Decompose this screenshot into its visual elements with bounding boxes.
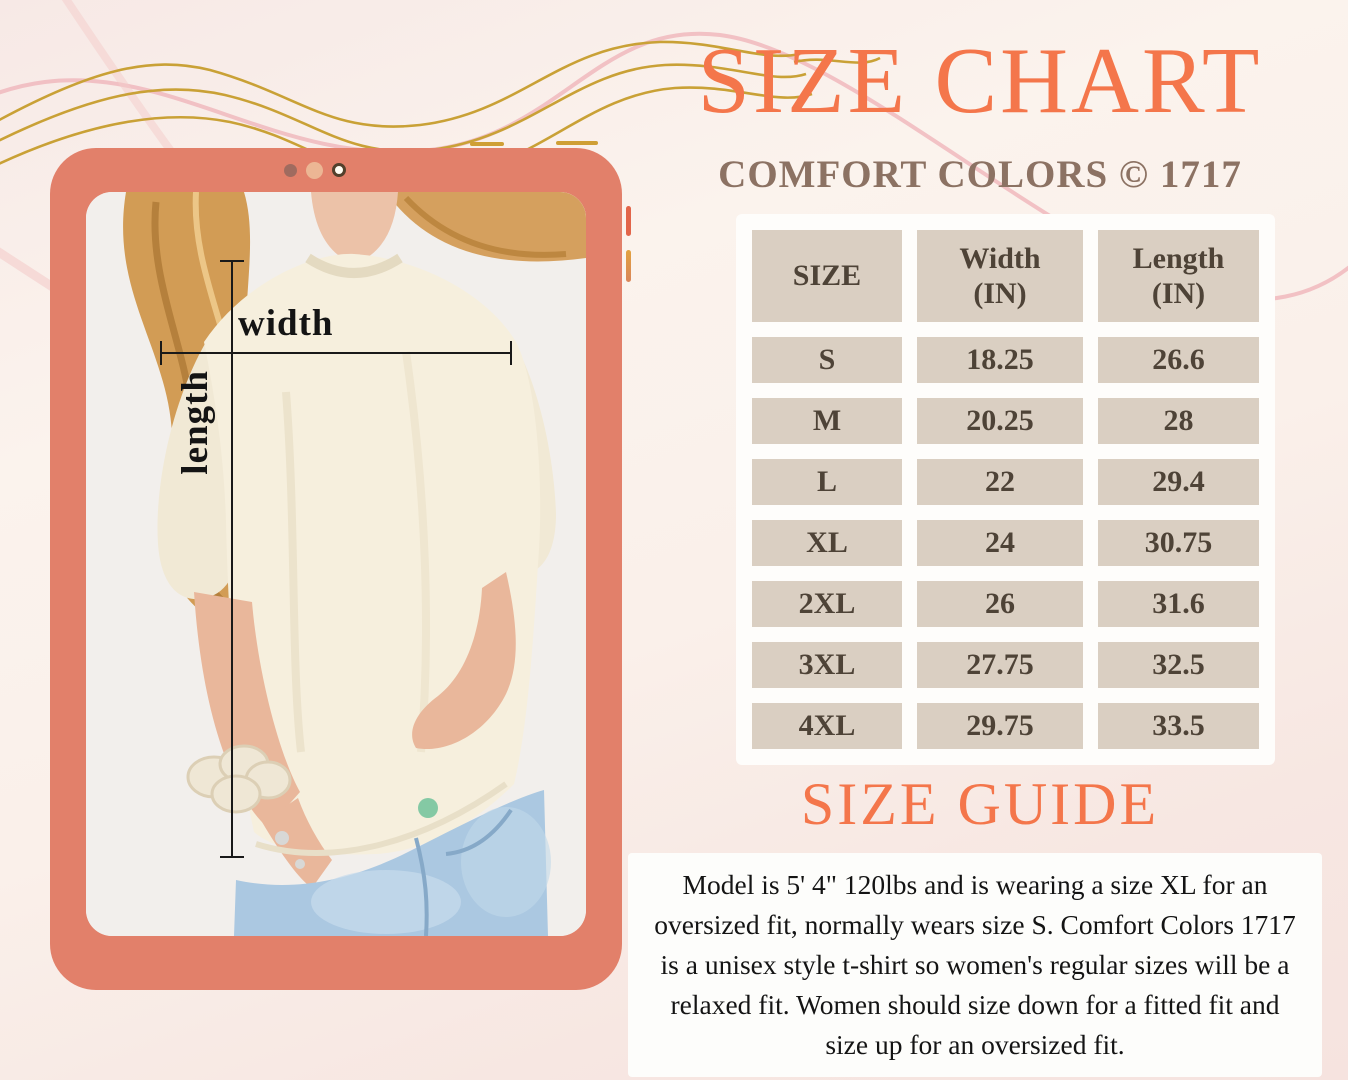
camera-dot-icon [332,163,346,177]
tablet-side-button [626,250,631,282]
header-subline: (IN) [973,277,1027,310]
length-cell: 30.75 [1098,520,1259,566]
length-cell: 32.5 [1098,642,1259,688]
gold-dash-accent [470,142,504,146]
length-cell: 29.4 [1098,459,1259,505]
gold-dash-accent [556,141,598,145]
model-photo: width length [86,192,586,936]
length-line-bottom-cap [220,856,244,858]
header-subline: (IN) [1151,277,1206,310]
length-cell: 26.6 [1098,337,1259,383]
model-illustration [86,192,586,936]
length-cell: 33.5 [1098,703,1259,749]
width-cell: 26 [917,581,1083,627]
length-label: length [175,370,216,475]
column-header-width: Width (IN) [917,230,1083,322]
size-guide-text: Model is 5' 4" 120lbs and is wearing a s… [654,869,1296,1060]
page-subtitle: COMFORT COLORS © 1717 [718,153,1242,196]
tablet-camera-dots [284,157,346,183]
size-cell: S [752,337,902,383]
width-cell: 29.75 [917,703,1083,749]
size-cell: 4XL [752,703,902,749]
length-line-top-cap [220,260,244,262]
width-cell: 18.25 [917,337,1083,383]
column-header-length: Length (IN) [1098,230,1259,322]
column-header-size: SIZE [752,230,902,322]
size-cell: 2XL [752,581,902,627]
header-line: SIZE [792,259,862,293]
width-measure-line [160,352,512,354]
peach-dot-icon [306,161,323,179]
header-line: Length [1132,241,1225,275]
width-cell: 20.25 [917,398,1083,444]
size-cell: L [752,459,902,505]
size-cell: 3XL [752,642,902,688]
length-measure-line [231,260,233,858]
width-cell: 27.75 [917,642,1083,688]
width-cell: 22 [917,459,1083,505]
header-line: Width [959,241,1041,275]
size-cell: XL [752,520,902,566]
width-line-left-cap [160,341,162,365]
width-line-right-cap [510,341,512,365]
keychain-detail [418,798,438,818]
length-cell: 28 [1098,398,1259,444]
size-guide-card: Model is 5' 4" 120lbs and is wearing a s… [628,853,1322,1077]
size-guide-heading: SIZE GUIDE [800,771,1160,837]
width-label: width [238,303,334,344]
width-cell: 24 [917,520,1083,566]
tablet-side-button [626,206,631,236]
tablet-frame: width length [50,148,622,990]
brown-dot-icon [284,163,297,177]
length-cell: 31.6 [1098,581,1259,627]
size-table: SIZE Width (IN) Length (IN) S 18.25 26.6 M 20.… [736,214,1275,765]
size-cell: M [752,398,902,444]
page-title: SIZE CHART [697,29,1263,133]
